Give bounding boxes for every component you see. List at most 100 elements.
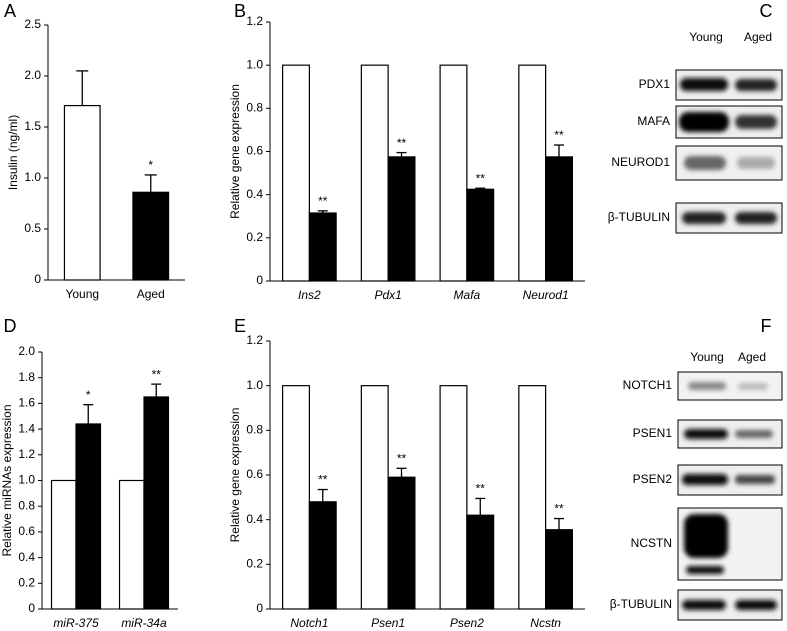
band xyxy=(679,112,729,132)
y-tick-label: 1.2 xyxy=(246,333,263,347)
y-tick-label: 1.0 xyxy=(24,170,41,184)
y-tick-label: 0 xyxy=(256,601,263,615)
band xyxy=(735,79,777,91)
y-axis-label: Relative miRNAs expression xyxy=(0,404,14,556)
blot-panel: F Young Aged NOTCH1 PSEN1 PSEN2 NCSTN β-… xyxy=(610,316,783,621)
panel-letter: F xyxy=(761,316,772,336)
column-label: Aged xyxy=(738,350,766,364)
x-tick-label: Ins2 xyxy=(298,288,321,302)
band xyxy=(684,429,728,439)
row-label: NEUROD1 xyxy=(611,155,670,169)
bar xyxy=(545,529,573,610)
band xyxy=(735,115,777,129)
blot-panel: C Young Aged PDX1 MAFA NEUROD1 β-TUBULIN xyxy=(608,1,783,234)
band xyxy=(738,383,768,390)
bar xyxy=(387,156,416,282)
y-axis-label: Insulin (ng/ml) xyxy=(6,115,20,190)
y-tick-label: 0 xyxy=(28,601,35,615)
y-tick-label: 1.6 xyxy=(18,396,35,410)
panel-letter: E xyxy=(234,316,246,336)
row-label: β-TUBULIN xyxy=(610,597,672,611)
row-label: PDX1 xyxy=(639,77,671,91)
bar xyxy=(466,514,495,610)
y-tick-label: 0.6 xyxy=(246,144,263,158)
row-label: NOTCH1 xyxy=(623,378,673,392)
bar xyxy=(50,479,77,610)
y-tick-label: 0.8 xyxy=(18,498,35,512)
panel-letter: A xyxy=(4,1,16,21)
band xyxy=(682,474,728,485)
band xyxy=(682,600,726,610)
bar xyxy=(63,104,101,281)
column-label: Young xyxy=(690,350,724,364)
x-tick-label: Ncstn xyxy=(530,616,561,630)
y-tick-label: 0.8 xyxy=(246,101,263,115)
x-tick-label: miR-34a xyxy=(121,616,167,630)
significance: ** xyxy=(152,367,162,381)
bar xyxy=(143,396,170,610)
significance: ** xyxy=(476,171,486,185)
y-tick-label: 0.5 xyxy=(24,221,41,235)
y-tick-label: 0.6 xyxy=(246,467,263,481)
bar xyxy=(282,64,310,282)
y-tick-label: 0.2 xyxy=(18,575,35,589)
row-label: NCSTN xyxy=(631,536,672,550)
band xyxy=(682,212,726,224)
x-tick-label: miR-375 xyxy=(53,616,99,630)
bar xyxy=(518,385,547,610)
bar xyxy=(387,476,416,610)
panel-letter: C xyxy=(760,1,773,21)
bar xyxy=(439,64,468,282)
x-tick-label: Pdx1 xyxy=(374,288,401,302)
column-label: Young xyxy=(689,30,723,44)
y-tick-label: 1.0 xyxy=(246,57,263,71)
significance: ** xyxy=(397,451,407,465)
significance: ** xyxy=(397,136,407,150)
row-label: PSEN2 xyxy=(633,472,673,486)
x-tick-label: Aged xyxy=(137,287,165,301)
y-axis-label: Relative gene expression xyxy=(228,84,242,219)
y-axis-label: Relative gene expression xyxy=(228,408,242,543)
panel-letter: D xyxy=(4,316,17,336)
bar xyxy=(466,188,495,282)
significance: ** xyxy=(318,473,328,487)
bar xyxy=(439,385,468,610)
y-tick-label: 1.2 xyxy=(18,447,35,461)
band xyxy=(735,475,775,484)
y-tick-label: 1.0 xyxy=(18,473,35,487)
bar xyxy=(308,501,337,610)
y-tick-label: 0.6 xyxy=(18,524,35,538)
significance: * xyxy=(86,388,91,402)
y-tick-label: 1.5 xyxy=(24,119,41,133)
x-tick-label: Neurod1 xyxy=(523,288,569,302)
bar xyxy=(118,479,145,610)
x-tick-label: Notch1 xyxy=(290,616,328,630)
bar xyxy=(132,191,170,281)
significance: ** xyxy=(318,194,328,208)
y-tick-label: 0.4 xyxy=(18,550,35,564)
row-label: β-TUBULIN xyxy=(608,210,670,224)
y-tick-label: 1.0 xyxy=(246,378,263,392)
band xyxy=(735,600,777,610)
band xyxy=(684,156,726,170)
significance: ** xyxy=(476,482,486,496)
x-tick-label: Mafa xyxy=(454,288,481,302)
bar xyxy=(360,64,389,282)
x-tick-label: Psen2 xyxy=(450,616,484,630)
bar xyxy=(75,423,102,610)
y-tick-label: 0.2 xyxy=(246,557,263,571)
x-tick-label: Young xyxy=(65,287,99,301)
y-tick-label: 1.8 xyxy=(18,370,35,384)
y-tick-label: 0.4 xyxy=(246,187,263,201)
bar xyxy=(360,385,389,610)
y-tick-label: 0.8 xyxy=(246,423,263,437)
band xyxy=(737,157,775,169)
y-tick-label: 0.2 xyxy=(246,230,263,244)
y-tick-label: 2.0 xyxy=(24,68,41,82)
y-tick-label: 0 xyxy=(256,273,263,287)
row-label: PSEN1 xyxy=(633,426,673,440)
bar xyxy=(282,385,310,610)
y-tick-label: 2.0 xyxy=(18,344,35,358)
bar xyxy=(545,156,573,282)
